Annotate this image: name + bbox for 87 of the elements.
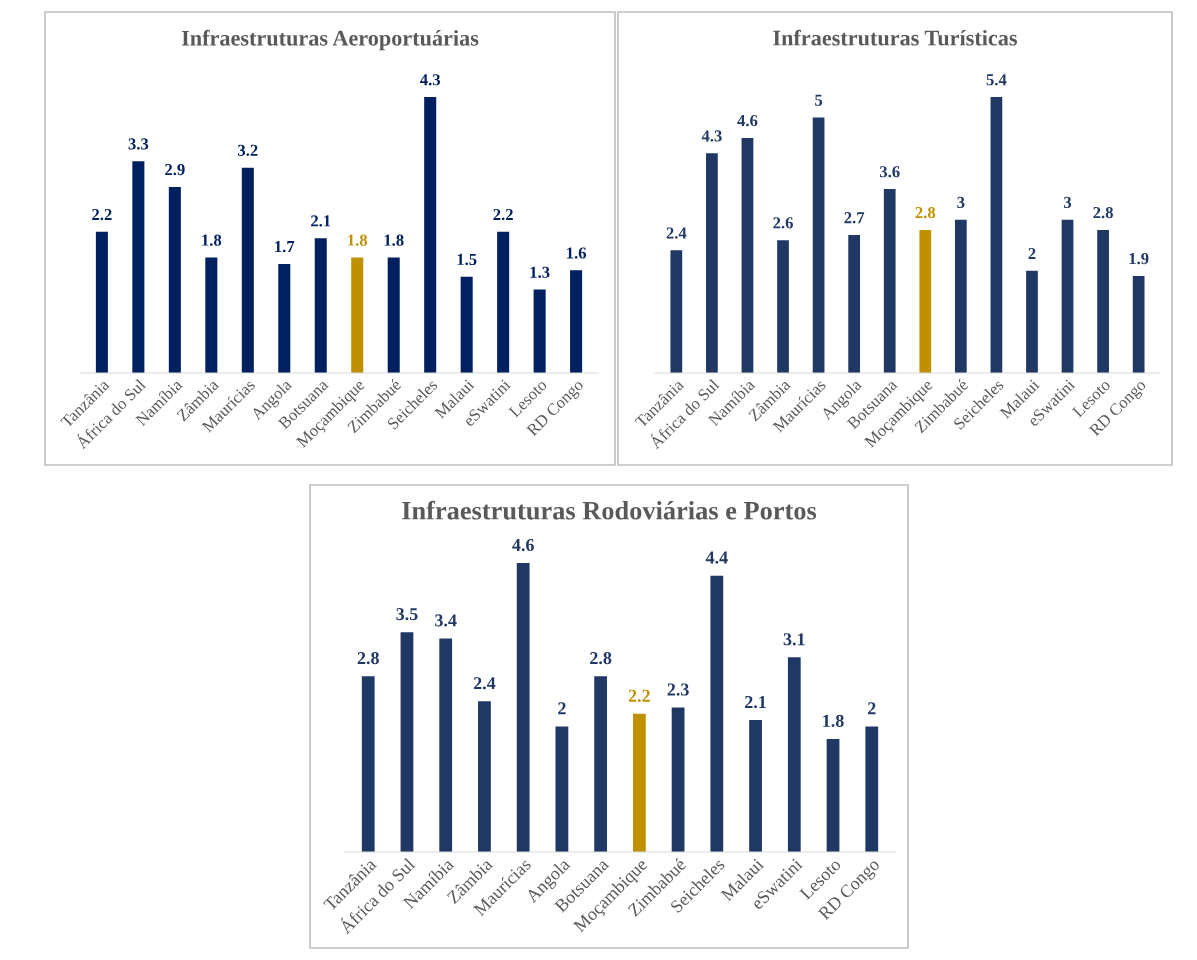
data-label: 2.8 (590, 651, 612, 665)
data-label: 2 (1028, 247, 1036, 259)
data-label: 1.7 (275, 241, 295, 253)
bar (95, 231, 108, 373)
data-label: 1.8 (823, 714, 844, 728)
data-label: 2.9 (165, 163, 185, 176)
bar (710, 575, 724, 852)
bar (1026, 270, 1038, 373)
data-label: 3 (1064, 196, 1072, 208)
data-label: 2.4 (666, 227, 687, 239)
data-label: 2.2 (628, 689, 650, 702)
data-label: 4.6 (512, 538, 534, 552)
data-label: 3.4 (435, 614, 457, 627)
bar (1061, 219, 1074, 373)
data-label: 2.2 (493, 208, 513, 221)
bar (387, 257, 400, 373)
bar (400, 632, 414, 852)
bar (954, 219, 967, 373)
data-label: 5 (815, 94, 823, 106)
bar (460, 276, 473, 373)
data-label: 2.7 (844, 212, 865, 224)
bar (741, 137, 754, 373)
bar (1132, 275, 1145, 373)
data-label: 4.6 (737, 115, 758, 127)
data-label: 1.8 (202, 234, 222, 246)
bar (278, 263, 291, 373)
bar (205, 257, 218, 373)
bar (132, 161, 145, 373)
bar (632, 713, 646, 852)
data-label: 1.6 (567, 247, 587, 259)
chart-title: Infraestruturas Turísticas (773, 29, 1017, 46)
data-label: 3.3 (128, 138, 149, 150)
data-label: 2.8 (357, 651, 379, 665)
data-label: 1.3 (530, 266, 550, 278)
bar (919, 229, 932, 373)
data-label: 4.3 (420, 74, 441, 86)
bar (777, 240, 789, 373)
bar (706, 153, 718, 373)
bar (533, 289, 546, 373)
data-label: 2 (558, 702, 566, 715)
data-label: 2.4 (473, 677, 496, 690)
data-label: 2.2 (92, 208, 112, 221)
chart-title: Infraestruturas Aeroportuárias (181, 29, 479, 51)
data-label: 1.9 (1129, 253, 1149, 265)
chart-title: Infraestruturas Rodoviárias e Portos (402, 500, 817, 520)
data-label: 1.8 (348, 234, 368, 246)
bar (241, 167, 254, 373)
bar (168, 186, 181, 373)
data-label: 4.3 (701, 130, 722, 142)
data-label: 3.5 (396, 608, 418, 621)
data-label: 2.6 (773, 217, 793, 229)
data-label: 2.3 (667, 683, 689, 696)
bar (670, 250, 683, 373)
data-label: 1.8 (384, 234, 404, 246)
bar (439, 638, 453, 852)
bar (361, 676, 375, 852)
bar (594, 676, 608, 852)
data-label: 2 (868, 702, 876, 715)
bar (749, 720, 762, 852)
bar (848, 235, 861, 373)
bar (787, 657, 801, 852)
data-label: 5.4 (986, 74, 1007, 86)
data-label: 3.2 (238, 144, 258, 157)
bar (516, 563, 530, 852)
bar (826, 738, 840, 852)
bar (314, 238, 327, 373)
data-label: 1.5 (457, 253, 477, 266)
bar (883, 189, 896, 373)
data-label: 2.8 (915, 206, 936, 219)
bar (671, 707, 685, 852)
bar (865, 726, 879, 852)
bar (1097, 229, 1109, 373)
bar (497, 231, 510, 373)
data-label: 3 (957, 196, 965, 208)
data-label: 3.1 (783, 633, 805, 646)
bar (351, 257, 364, 373)
data-label: 2.1 (745, 695, 766, 709)
data-label: 2.8 (1093, 206, 1113, 219)
bar (990, 97, 1003, 373)
bar (555, 726, 569, 852)
data-label: 3.6 (879, 166, 900, 178)
bar (570, 270, 583, 373)
bar (478, 701, 491, 852)
data-label: 4.4 (705, 551, 728, 564)
data-label: 2.1 (311, 215, 331, 227)
bar (424, 97, 437, 373)
bar (812, 117, 825, 373)
